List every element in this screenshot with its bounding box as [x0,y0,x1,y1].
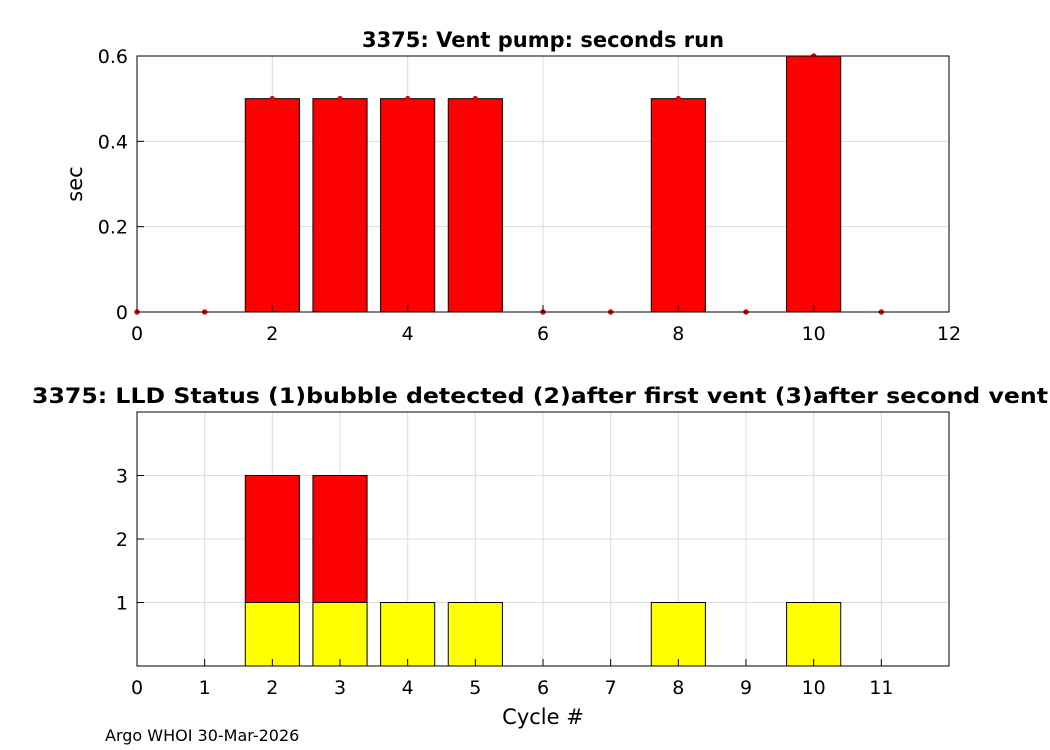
x-tick-label: 4 [402,323,414,345]
bar [244,98,300,313]
y-tick-label: 0.2 [98,217,128,239]
x-tick-label: 4 [402,677,414,699]
y-axis-label-top: sec [63,166,87,201]
x-tick-label: 2 [266,677,278,699]
x-axis-label-bottom: Cycle # [502,705,584,729]
x-tick-label: 7 [605,677,617,699]
y-tick-label: 0.4 [98,131,128,153]
y-tick-label: 3 [116,466,128,488]
bar [380,602,436,667]
ticks-top: 0 2 4 6 8 10 12 0 0.2 0.4 0.6 [98,46,961,345]
bar [650,98,706,313]
x-tick-label: 5 [469,677,481,699]
x-tick-label: 8 [672,677,684,699]
bar [380,98,436,313]
bars-bottom [244,475,842,667]
x-tick-label: 3 [334,677,346,699]
x-tick-label: 10 [802,677,826,699]
x-tick-label: 9 [740,677,752,699]
vent-pump-chart: 0 2 4 6 8 10 12 0 0.2 0.4 0.6 3375: Vent pump: sec… [63,28,961,345]
data-point [472,95,479,102]
y-tick-label: 0.6 [98,46,128,68]
data-point [675,95,682,102]
footer-credit: Argo WHOI 30-Mar-2026 [105,726,299,745]
y-tick-label: 1 [116,593,128,615]
x-tick-label: 0 [131,677,143,699]
x-tick-label: 10 [802,323,826,345]
x-tick-label: 0 [131,323,143,345]
data-point [337,95,343,102]
x-tick-label: 6 [537,323,549,345]
x-tick-label: 1 [199,677,211,699]
bar [312,98,368,313]
x-tick-label: 2 [266,323,278,345]
y-tick-label: 2 [116,529,128,551]
bar [312,602,368,667]
bar [786,55,842,313]
bar [244,475,300,603]
x-tick-label: 12 [937,323,961,345]
data-point [269,95,276,102]
x-tick-label: 6 [537,677,549,699]
chart-title-top: 3375: Vent pump: seconds run [362,28,724,52]
data-point [404,95,411,102]
bar [447,98,503,313]
y-tick-label: 0 [116,302,128,324]
bar [244,602,300,667]
bar [447,602,503,667]
bar [786,602,842,667]
x-tick-label: 11 [869,677,893,699]
bar [650,602,706,667]
x-tick-label: 8 [672,323,684,345]
chart-title-bottom: 3375: LLD Status (1)bubble detected (2)a… [32,384,1048,408]
bar [312,475,368,603]
bars-top [244,55,842,313]
